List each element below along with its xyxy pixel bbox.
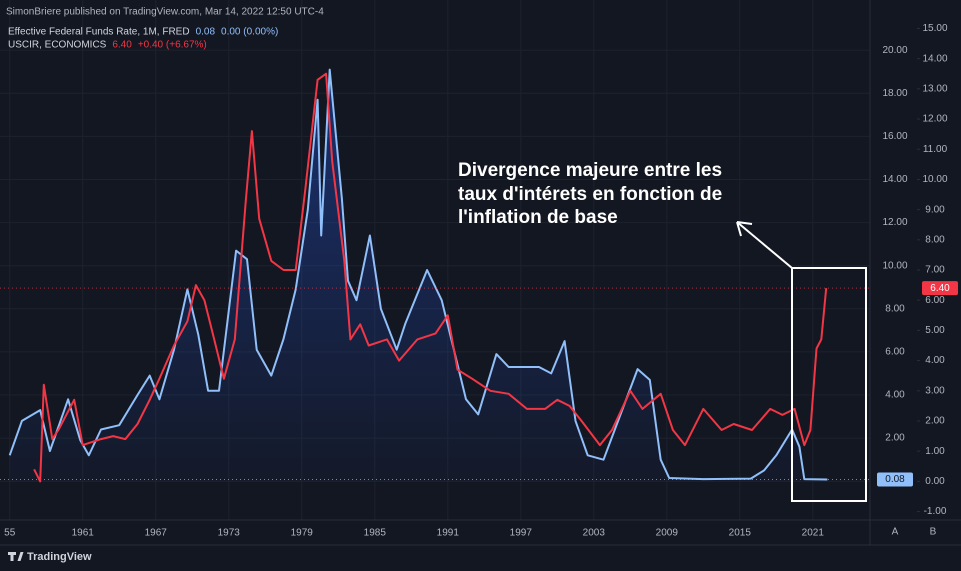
price-badge [922,281,958,296]
tradingview-logo [8,552,24,561]
y2-tick-label: 1.00 [925,446,945,457]
brand: TradingView [27,551,92,563]
x-tick-label: 1973 [218,528,241,539]
y2-tick-label: -1.00 [924,506,947,517]
y-tick-label: 12.00 [882,217,907,228]
y2-tick-label: 15.00 [922,23,947,34]
y2-tick-label: 2.00 [925,416,945,427]
y2-tick-label: 6.00 [925,295,945,306]
x-tick-label: 2015 [729,528,752,539]
legend-change: +0.40 (+6.67%) [138,40,207,51]
x-tick-label: 1961 [72,528,95,539]
y-tick-label: 4.00 [885,390,905,401]
price-badge [877,472,913,487]
x-tick-label: 1997 [510,528,533,539]
annotation: l'inflation de base [458,207,618,228]
y2-tick-label: 12.00 [922,114,947,125]
y-tick-label: 20.00 [882,45,907,56]
x-tick-label: 55 [4,528,16,539]
y2-tick-label: 11.00 [923,144,948,155]
y-tick-label: 10.00 [882,260,907,271]
annotation: taux d'intérets en fonction de [458,184,722,205]
price-badge-label: 6.40 [930,283,950,294]
x-tick-label: 2003 [583,528,606,539]
highlight-box [791,267,867,502]
y2-tick-label: 5.00 [925,325,945,336]
annotation: Divergence majeure entre les [458,160,722,181]
y-tick-label: 16.00 [882,131,907,142]
x-tick-label: 1991 [437,528,460,539]
y2-tick-label: 7.00 [925,265,945,276]
series-line [8,68,828,481]
y-tick-label: 2.00 [885,433,905,444]
x-tick-label: 1985 [364,528,387,539]
x-tick-label: 2021 [802,528,825,539]
y-tick-label: 8.00 [885,303,905,314]
y2-tick-label: 9.00 [925,204,945,215]
y2-tick-label: 8.00 [925,234,945,245]
y2-tick-label: 14.00 [922,53,947,64]
legend-value: 6.40 [112,40,132,51]
legend-value: 0.08 [196,27,216,38]
price-badge-label: 0.08 [885,474,905,485]
y2-tick-label: 3.00 [925,385,945,396]
arrow [736,221,793,269]
scale-button[interactable]: B [930,527,937,538]
y-tick-label: 18.00 [882,88,907,99]
x-tick-label: 1979 [291,528,314,539]
y-tick-label: 6.00 [885,347,905,358]
legend-name: USCIR, ECONOMICS [8,40,107,51]
publisher: SimonBriere published on TradingView.com… [6,7,324,18]
x-tick-label: 2009 [656,528,679,539]
area [9,69,828,482]
auto-scale-button[interactable]: A [892,527,899,538]
y2-tick-label: 4.00 [925,355,945,366]
x-tick-label: 1967 [145,528,168,539]
y-tick-label: 14.00 [882,174,907,185]
y2-tick-label: 13.00 [922,83,947,94]
y2-tick-label: 0.00 [925,476,945,487]
y2-tick-label: 10.00 [922,174,947,185]
legend-name: Effective Federal Funds Rate, 1M, FRED [8,27,190,38]
series-line [33,72,828,483]
legend-change: 0.00 (0.00%) [221,27,278,38]
